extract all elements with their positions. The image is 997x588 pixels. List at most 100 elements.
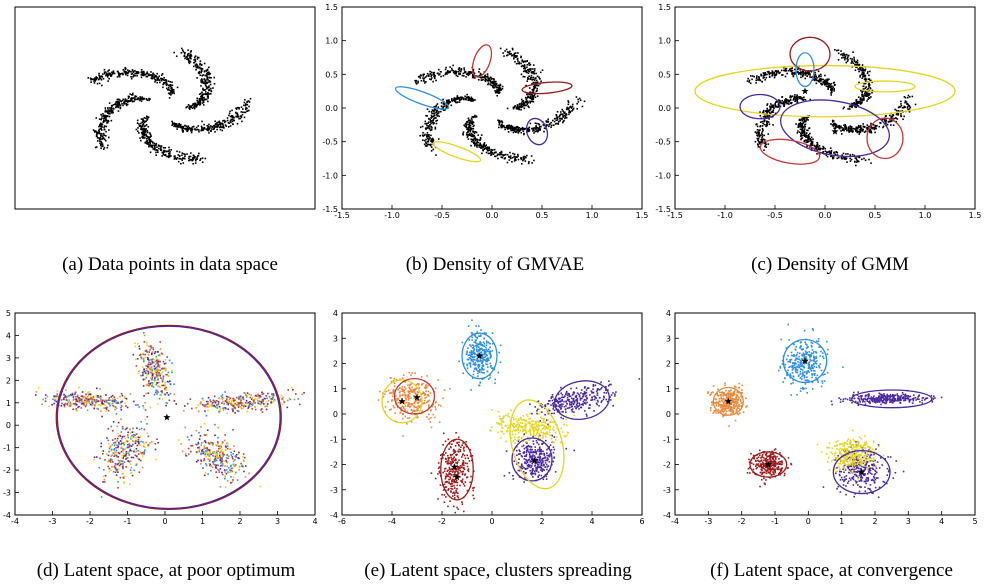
latent-point bbox=[55, 396, 58, 399]
data-point bbox=[871, 127, 873, 130]
latent-point bbox=[105, 410, 107, 413]
data-point bbox=[827, 79, 829, 82]
latent-point bbox=[105, 394, 107, 396]
latent-point bbox=[144, 418, 147, 421]
data-point bbox=[103, 138, 106, 141]
data-point bbox=[229, 110, 231, 113]
data-point bbox=[473, 132, 476, 135]
data-point bbox=[529, 91, 532, 93]
data-point bbox=[537, 129, 540, 132]
data-point bbox=[104, 71, 107, 73]
latent-point bbox=[62, 393, 65, 396]
data-point bbox=[863, 126, 865, 128]
data-point bbox=[768, 75, 771, 78]
data-point bbox=[174, 156, 176, 159]
data-point bbox=[431, 119, 433, 122]
data-point bbox=[528, 70, 531, 73]
data-point bbox=[241, 120, 243, 123]
data-point bbox=[446, 99, 449, 102]
data-point bbox=[191, 107, 194, 110]
latent-point bbox=[224, 407, 227, 409]
data-point bbox=[432, 122, 435, 125]
latent-point bbox=[155, 375, 158, 377]
latent-point bbox=[268, 396, 271, 398]
data-point bbox=[187, 49, 189, 51]
data-point bbox=[197, 56, 200, 59]
data-point bbox=[198, 97, 201, 100]
latent-point bbox=[147, 372, 150, 375]
latent-point bbox=[167, 381, 170, 383]
data-point bbox=[462, 131, 465, 133]
data-point bbox=[507, 131, 510, 133]
data-point bbox=[497, 87, 500, 89]
data-point bbox=[537, 130, 539, 133]
latent-point bbox=[240, 397, 243, 399]
data-point bbox=[875, 127, 877, 130]
latent-point bbox=[299, 403, 301, 406]
data-point bbox=[485, 147, 488, 149]
data-point bbox=[850, 129, 853, 132]
data-point bbox=[472, 135, 475, 138]
data-point bbox=[168, 154, 171, 156]
data-point bbox=[472, 139, 475, 142]
latent-point bbox=[137, 443, 140, 445]
data-point bbox=[481, 147, 484, 149]
data-point bbox=[492, 83, 495, 85]
data-point bbox=[815, 79, 818, 81]
data-point bbox=[200, 67, 202, 70]
data-point bbox=[562, 116, 564, 118]
data-point bbox=[832, 125, 835, 127]
data-point bbox=[870, 130, 873, 133]
data-point bbox=[486, 147, 489, 149]
data-point bbox=[451, 67, 453, 70]
data-point bbox=[513, 52, 516, 55]
data-point bbox=[440, 75, 442, 78]
latent-point bbox=[111, 394, 114, 397]
data-point bbox=[133, 100, 135, 103]
data-point bbox=[137, 72, 139, 75]
data-point bbox=[210, 76, 212, 79]
data-point bbox=[163, 151, 166, 153]
x-tick-label: 0 bbox=[162, 517, 167, 526]
data-point bbox=[758, 141, 761, 144]
data-point bbox=[194, 162, 197, 164]
data-point bbox=[108, 74, 110, 76]
data-point bbox=[145, 128, 148, 130]
latent-point bbox=[164, 367, 167, 369]
data-point bbox=[809, 98, 812, 101]
data-point bbox=[108, 77, 110, 80]
data-point bbox=[800, 71, 802, 73]
latent-point bbox=[146, 370, 149, 372]
data-point bbox=[204, 93, 207, 95]
data-point bbox=[186, 153, 188, 155]
latent-point bbox=[157, 385, 159, 387]
data-point bbox=[141, 96, 143, 98]
data-point bbox=[106, 146, 109, 149]
data-point bbox=[458, 73, 460, 75]
data-point bbox=[429, 144, 432, 147]
data-point bbox=[897, 114, 899, 116]
data-point bbox=[885, 114, 887, 117]
data-point bbox=[553, 117, 556, 120]
data-point bbox=[468, 121, 471, 123]
data-point bbox=[778, 105, 780, 107]
data-point bbox=[446, 73, 448, 75]
plot-frame bbox=[14, 6, 316, 210]
data-point bbox=[142, 97, 144, 100]
data-point bbox=[529, 102, 531, 104]
data-point bbox=[803, 133, 806, 136]
latent-point bbox=[245, 404, 248, 407]
data-point bbox=[843, 52, 845, 55]
latent-point bbox=[227, 408, 229, 411]
data-point bbox=[817, 145, 819, 148]
data-point bbox=[140, 118, 143, 120]
latent-point bbox=[99, 400, 102, 402]
latent-point bbox=[79, 398, 81, 400]
y-tick-label: -1.5 bbox=[655, 205, 671, 214]
data-point bbox=[855, 98, 858, 101]
data-point bbox=[856, 130, 859, 133]
latent-point bbox=[108, 403, 111, 405]
data-point bbox=[869, 79, 872, 82]
latent-point bbox=[158, 372, 160, 374]
data-point bbox=[193, 107, 196, 110]
